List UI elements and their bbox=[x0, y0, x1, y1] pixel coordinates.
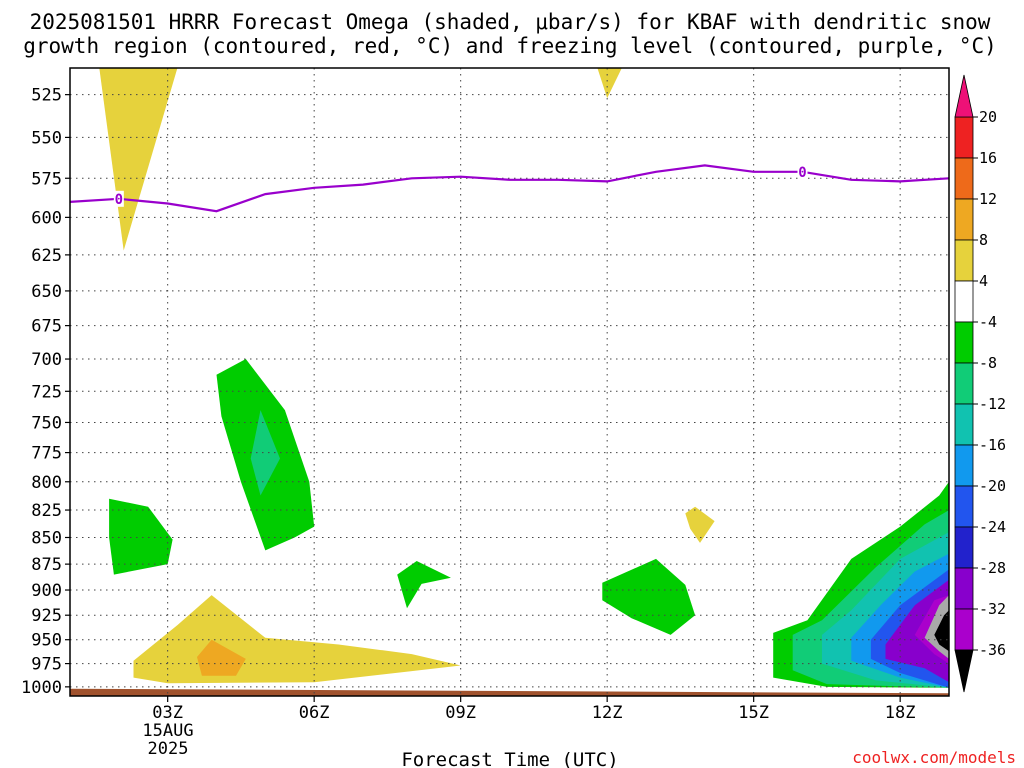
y-tick-label: 775 bbox=[31, 444, 62, 464]
surface-terrain bbox=[70, 688, 949, 696]
omega-shaded-regions bbox=[70, 68, 949, 696]
y-tick-label: 825 bbox=[31, 501, 62, 521]
freezing-level-label: 0 bbox=[115, 192, 123, 208]
omega-region bbox=[99, 68, 178, 251]
x-tick-label: 18Z bbox=[885, 703, 916, 723]
y-tick-label: 1000 bbox=[21, 678, 62, 698]
y-tick-label: 600 bbox=[31, 208, 62, 228]
x-tick-label: 15Z bbox=[738, 703, 769, 723]
colorbar-band bbox=[954, 239, 974, 282]
omega-region bbox=[109, 498, 173, 575]
omega-region bbox=[602, 558, 696, 635]
omega-region bbox=[685, 506, 715, 543]
y-tick-label: 525 bbox=[31, 86, 62, 106]
freezing-label-bg bbox=[797, 163, 808, 180]
colorbar-band bbox=[954, 403, 974, 446]
colorbar-band bbox=[954, 280, 974, 323]
y-tick-label: 725 bbox=[31, 382, 62, 402]
credit-link[interactable]: coolwx.com/models bbox=[852, 748, 1016, 767]
colorbar-label: -32 bbox=[979, 600, 1006, 618]
colorbar-label: -8 bbox=[979, 354, 997, 372]
colorbar-band bbox=[954, 526, 974, 569]
chart-title-line1: 2025081501 HRRR Forecast Omega (shaded, … bbox=[30, 10, 991, 34]
colorbar-band bbox=[954, 198, 974, 241]
omega-region bbox=[597, 68, 622, 99]
y-tick-label: 950 bbox=[31, 631, 62, 651]
y-tick-label: 875 bbox=[31, 555, 62, 575]
y-tick-label: 975 bbox=[31, 655, 62, 675]
colorbar-top-arrow bbox=[954, 74, 974, 118]
y-tick-label: 675 bbox=[31, 317, 62, 337]
y-tick-label: 700 bbox=[31, 350, 62, 370]
date-label-day: 15AUG bbox=[142, 721, 193, 741]
plot-frame bbox=[69, 67, 950, 697]
y-axis-ticks: 525 550 575 600 625 650 675 700 725 750 775 800 825 8… bbox=[21, 86, 70, 698]
y-tick-label: 850 bbox=[31, 528, 62, 548]
colorbar-band bbox=[954, 485, 974, 528]
omega-region bbox=[934, 610, 949, 652]
omega-region bbox=[133, 595, 461, 684]
omega-region bbox=[250, 410, 280, 496]
x-axis-label: Forecast Time (UTC) bbox=[401, 749, 618, 768]
colorbar-bottom-arrow bbox=[954, 649, 974, 693]
freezing-level-contour: 00 bbox=[69, 163, 950, 213]
colorbar-label: -4 bbox=[979, 313, 997, 331]
omega-region bbox=[397, 561, 451, 609]
colorbar-band bbox=[954, 444, 974, 487]
colorbar-label: 12 bbox=[979, 190, 997, 208]
colorbar-label: 8 bbox=[979, 231, 988, 249]
y-tick-label: 900 bbox=[31, 581, 62, 601]
chart-title-line2: growth region (contoured, red, °C) and f… bbox=[23, 34, 997, 58]
colorbar-band bbox=[954, 608, 974, 651]
grid-lines bbox=[70, 68, 949, 696]
colorbar-label: -20 bbox=[979, 477, 1006, 495]
colorbar-label: 4 bbox=[979, 272, 988, 290]
freezing-label-bg bbox=[113, 190, 124, 207]
y-tick-label: 550 bbox=[31, 128, 62, 148]
omega-region bbox=[197, 639, 246, 676]
colorbar-band bbox=[954, 157, 974, 200]
x-tick-label: 06Z bbox=[299, 703, 330, 723]
colorbar-label: -16 bbox=[979, 436, 1006, 454]
colorbar-label: -28 bbox=[979, 559, 1006, 577]
colorbar: 20 16 12 8 4 -4 -8 -12 -16 -20 -24 -28 -32 -36 bbox=[954, 74, 1006, 693]
y-tick-label: 650 bbox=[31, 282, 62, 302]
freezing-level-line bbox=[69, 164, 950, 213]
x-tick-label: 12Z bbox=[592, 703, 623, 723]
x-tick-label: 03Z bbox=[152, 703, 183, 723]
y-tick-label: 750 bbox=[31, 413, 62, 433]
colorbar-band bbox=[954, 567, 974, 610]
colorbar-label: -12 bbox=[979, 395, 1006, 413]
y-tick-label: 925 bbox=[31, 606, 62, 626]
colorbar-label: -36 bbox=[979, 641, 1006, 659]
colorbar-band bbox=[954, 321, 974, 364]
x-tick-label: 09Z bbox=[445, 703, 476, 723]
y-tick-label: 625 bbox=[31, 246, 62, 266]
date-label-year: 2025 bbox=[148, 739, 189, 759]
colorbar-label: 20 bbox=[979, 108, 997, 126]
colorbar-band bbox=[954, 116, 974, 159]
y-tick-label: 800 bbox=[31, 473, 62, 493]
colorbar-label: -24 bbox=[979, 518, 1006, 536]
colorbar-band bbox=[954, 362, 974, 405]
colorbar-label: 16 bbox=[979, 149, 997, 167]
freezing-level-label: 0 bbox=[798, 165, 806, 181]
x-axis-ticks: 03Z 06Z 09Z 12Z 15Z 18Z bbox=[152, 696, 916, 723]
y-tick-label: 575 bbox=[31, 169, 62, 189]
